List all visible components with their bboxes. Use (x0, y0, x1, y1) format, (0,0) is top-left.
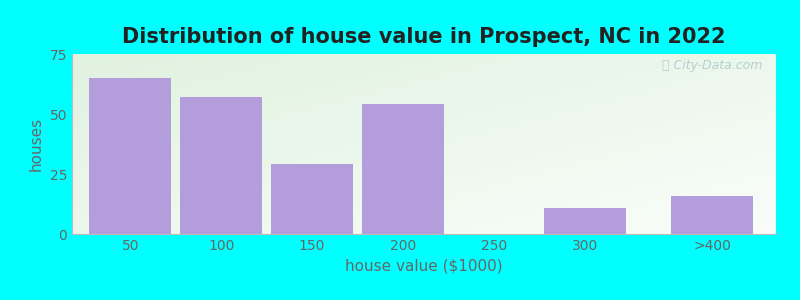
X-axis label: house value ($1000): house value ($1000) (345, 258, 503, 273)
Text: ⓘ City-Data.com: ⓘ City-Data.com (662, 59, 762, 72)
Title: Distribution of house value in Prospect, NC in 2022: Distribution of house value in Prospect,… (122, 27, 726, 47)
Bar (671, 196, 754, 234)
Bar (362, 104, 444, 234)
Bar (271, 164, 353, 234)
Bar (90, 78, 171, 234)
Bar (544, 208, 626, 234)
Bar (180, 97, 262, 234)
Y-axis label: houses: houses (29, 117, 44, 171)
